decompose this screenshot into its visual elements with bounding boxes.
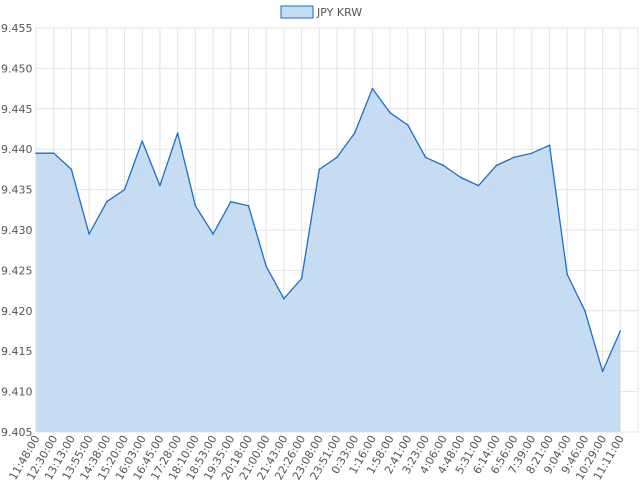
- data-point: [176, 132, 179, 134]
- y-tick-label: 9.455: [1, 22, 33, 35]
- y-tick-label: 9.450: [1, 62, 33, 75]
- data-point: [442, 164, 445, 167]
- y-tick-label: 9.425: [1, 264, 33, 277]
- data-point: [52, 152, 55, 155]
- data-point: [389, 112, 391, 114]
- data-point: [300, 277, 303, 280]
- x-axis: 11:48:0012:30:0013:13:0013:55:0014:38:00…: [7, 433, 627, 480]
- data-point: [353, 132, 356, 134]
- y-tick-label: 9.420: [1, 305, 33, 318]
- data-point: [229, 200, 232, 203]
- data-point: [159, 184, 161, 187]
- y-tick-label: 9.445: [1, 103, 33, 116]
- data-point: [35, 152, 37, 155]
- y-tick-label: 9.415: [1, 345, 33, 358]
- data-point: [601, 370, 604, 373]
- y-tick-label: 9.435: [1, 184, 33, 197]
- data-point: [513, 156, 515, 159]
- data-point: [247, 204, 250, 207]
- data-point: [141, 140, 144, 142]
- data-point: [212, 233, 214, 235]
- y-tick-label: 9.440: [1, 143, 33, 156]
- data-point: [336, 156, 338, 159]
- data-point: [106, 200, 108, 203]
- data-point: [123, 188, 126, 191]
- data-point: [460, 176, 462, 179]
- data-point: [477, 184, 480, 187]
- y-tick-label: 9.405: [1, 426, 33, 439]
- legend-swatch: [280, 5, 314, 19]
- series-line: [36, 87, 621, 373]
- data-point: [88, 233, 90, 235]
- data-point: [548, 144, 551, 146]
- data-point: [407, 124, 409, 126]
- y-tick-label: 9.410: [1, 386, 33, 399]
- data-point: [371, 87, 374, 90]
- y-tick-label: 9.430: [1, 224, 33, 237]
- data-point: [566, 273, 568, 276]
- legend-label: JPY KRW: [316, 6, 362, 19]
- legend[interactable]: JPY KRW: [280, 5, 362, 19]
- data-point: [495, 164, 498, 167]
- data-point: [70, 168, 73, 171]
- data-point: [424, 156, 427, 159]
- data-point: [283, 297, 285, 300]
- data-point: [318, 168, 321, 171]
- series-area: [35, 87, 622, 432]
- data-point: [265, 265, 267, 268]
- data-point: [619, 330, 622, 332]
- y-axis: 9.455 9.450 9.445 9.440 9.435 9.430 9.425 9.420…: [1, 22, 33, 439]
- data-point: [530, 152, 533, 155]
- series-fill: [36, 88, 621, 432]
- data-point: [584, 310, 586, 312]
- data-point: [194, 204, 197, 207]
